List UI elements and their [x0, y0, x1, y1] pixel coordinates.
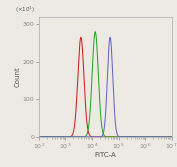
Y-axis label: Count: Count [15, 66, 21, 87]
Text: $(\times10^1)$: $(\times10^1)$ [15, 5, 35, 16]
X-axis label: FITC-A: FITC-A [95, 152, 116, 158]
